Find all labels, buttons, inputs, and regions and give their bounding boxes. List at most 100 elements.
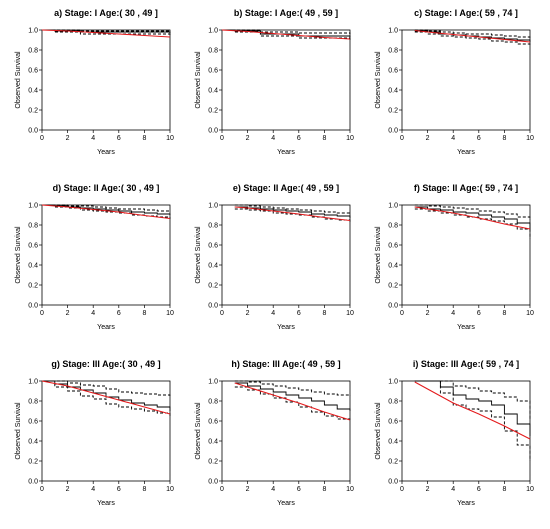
x-tick-label: 10 — [346, 135, 354, 142]
panel-title: a) Stage: I Age:( 30 , 49 ] — [54, 8, 158, 18]
x-tick-label: 8 — [142, 135, 146, 142]
y-tick-label: 0.0 — [208, 127, 218, 134]
x-tick-label: 8 — [502, 486, 506, 493]
x-tick-label: 0 — [220, 135, 224, 142]
x-axis-label: Years — [97, 500, 115, 507]
y-tick-label: 1.0 — [28, 27, 38, 34]
y-tick-label: 1.0 — [208, 202, 218, 209]
y-axis-label: Observed Survival — [15, 51, 22, 109]
x-tick-label: 2 — [426, 135, 430, 142]
y-tick-label: 0.4 — [28, 262, 38, 269]
y-tick-label: 0.8 — [208, 398, 218, 405]
y-tick-label: 0.4 — [388, 262, 398, 269]
observed-survival-step — [414, 380, 531, 436]
panel-c: c) Stage: I Age:( 59 , 74 ] 0 2 4 6 8 10 0.0 0.2… — [375, 8, 534, 156]
y-tick-label: 0.2 — [28, 458, 38, 465]
x-tick-label: 10 — [526, 486, 534, 493]
x-tick-label: 6 — [297, 310, 301, 317]
x-tick-label: 0 — [220, 486, 224, 493]
x-tick-label: 10 — [166, 486, 174, 493]
x-axis-label: Years — [97, 324, 115, 331]
x-tick-label: 8 — [142, 310, 146, 317]
observed-survival-step — [234, 382, 351, 411]
expected-survival-line — [414, 206, 531, 230]
x-tick-label: 0 — [40, 310, 44, 317]
x-tick-label: 4 — [271, 486, 275, 493]
y-tick-label: 0.4 — [28, 87, 38, 94]
panel-title: c) Stage: I Age:( 59 , 74 ] — [414, 8, 518, 18]
x-tick-label: 4 — [451, 310, 455, 317]
y-tick-label: 0.6 — [388, 67, 398, 74]
expected-survival-line — [41, 29, 171, 38]
plot-frame — [41, 204, 171, 306]
y-tick-label: 0.8 — [208, 47, 218, 54]
y-axis-label: Observed Survival — [195, 226, 202, 284]
expected-survival-line — [221, 29, 351, 40]
x-axis-label: Years — [277, 324, 295, 331]
y-tick-label: 0.4 — [388, 87, 398, 94]
panel-title: g) Stage: III Age:( 30 , 49 ] — [51, 359, 160, 369]
x-tick-label: 2 — [66, 486, 70, 493]
x-tick-label: 0 — [400, 135, 404, 142]
x-tick-label: 10 — [166, 310, 174, 317]
y-tick-label: 0.4 — [28, 438, 38, 445]
x-tick-label: 0 — [400, 486, 404, 493]
plot-frame — [41, 380, 171, 482]
y-tick-label: 0.8 — [28, 398, 38, 405]
x-tick-label: 2 — [246, 486, 250, 493]
x-tick-label: 4 — [91, 310, 95, 317]
plot-frame — [41, 29, 171, 131]
y-tick-label: 0.6 — [28, 418, 38, 425]
panel-g: g) Stage: III Age:( 30 , 49 ] 0 2 4 6 8 10 0.0 0… — [15, 359, 174, 507]
x-tick-label: 10 — [526, 135, 534, 142]
x-tick-label: 6 — [297, 486, 301, 493]
x-tick-label: 4 — [271, 310, 275, 317]
y-tick-label: 0.6 — [208, 67, 218, 74]
x-tick-label: 10 — [166, 135, 174, 142]
x-tick-label: 0 — [400, 310, 404, 317]
x-tick-label: 6 — [477, 135, 481, 142]
panel-b: b) Stage: I Age:( 49 , 59 ] 0 2 4 6 8 10 0.0 0.2… — [195, 8, 354, 156]
y-tick-label: 0.8 — [388, 398, 398, 405]
panel-e: e) Stage: II Age:( 49 , 59 ] 0 2 4 6 8 10 0.0 0.… — [195, 183, 354, 331]
confidence-band-step — [414, 29, 531, 38]
confidence-band-step — [42, 204, 171, 212]
x-tick-label: 4 — [91, 486, 95, 493]
y-tick-label: 0.6 — [28, 67, 38, 74]
y-tick-label: 0.8 — [28, 222, 38, 229]
y-axis-label: Observed Survival — [15, 226, 22, 284]
x-tick-label: 4 — [451, 486, 455, 493]
y-tick-label: 0.0 — [28, 302, 38, 309]
y-tick-label: 0.2 — [28, 282, 38, 289]
confidence-band-step — [42, 380, 171, 396]
y-tick-label: 0.6 — [28, 242, 38, 249]
x-tick-label: 8 — [142, 486, 146, 493]
confidence-band-step — [414, 380, 531, 419]
expected-survival-line — [41, 204, 171, 220]
x-axis-label: Years — [277, 500, 295, 507]
confidence-band-step — [234, 380, 351, 396]
y-tick-label: 0.8 — [388, 222, 398, 229]
plot-frame — [401, 29, 531, 131]
y-tick-label: 0.2 — [208, 458, 218, 465]
y-tick-label: 0.4 — [208, 87, 218, 94]
panel-h: h) Stage: III Age:( 49 , 59 ] 0 2 4 6 8 10 0.0 0… — [195, 359, 354, 507]
y-tick-label: 0.8 — [208, 222, 218, 229]
panel-title: d) Stage: II Age:( 30 , 49 ] — [53, 183, 160, 193]
y-axis-label: Observed Survival — [15, 402, 22, 460]
y-tick-label: 0.4 — [208, 438, 218, 445]
plot-frame — [221, 380, 351, 482]
y-tick-label: 0.2 — [28, 107, 38, 114]
y-tick-label: 0.2 — [208, 107, 218, 114]
y-tick-label: 0.6 — [208, 242, 218, 249]
x-tick-label: 0 — [40, 135, 44, 142]
x-tick-label: 8 — [322, 486, 326, 493]
y-tick-label: 0.2 — [388, 107, 398, 114]
y-tick-label: 0.4 — [388, 438, 398, 445]
x-tick-label: 0 — [40, 486, 44, 493]
panel-title: i) Stage: III Age:( 59 , 74 ] — [413, 359, 519, 369]
confidence-band-step — [234, 204, 351, 214]
y-tick-label: 0.2 — [388, 282, 398, 289]
y-axis-label: Observed Survival — [195, 402, 202, 460]
